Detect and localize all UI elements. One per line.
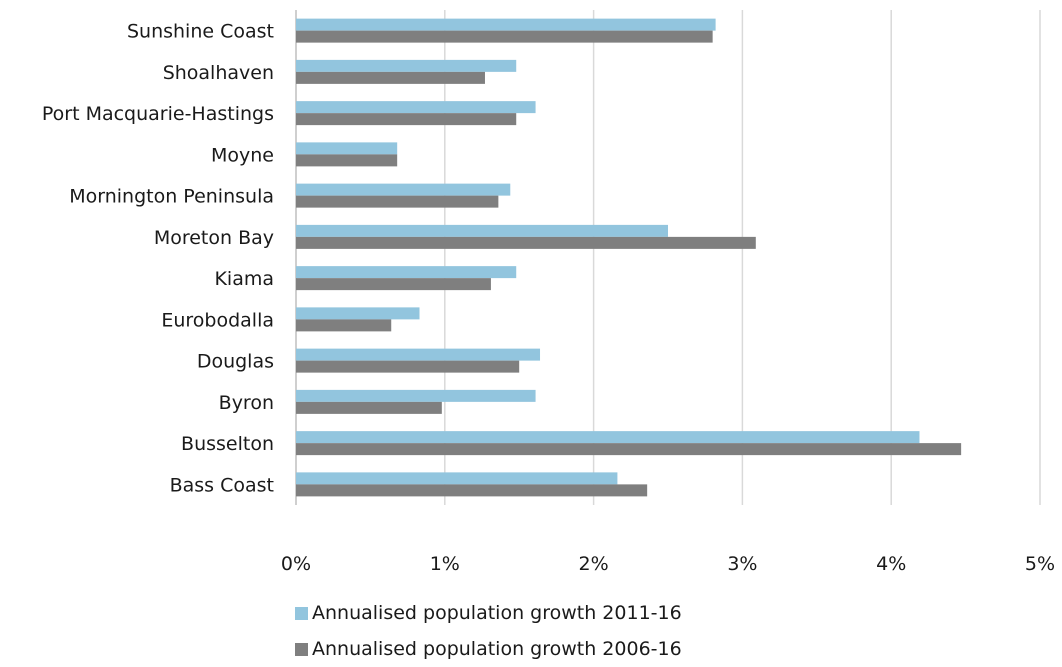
- category-label: Bass Coast: [170, 474, 274, 496]
- bar-2011-16: [296, 142, 398, 155]
- bar-2006-16: [296, 319, 392, 332]
- category-label: Sunshine Coast: [127, 21, 274, 43]
- bar-2006-16: [296, 195, 499, 208]
- category-label: Mornington Peninsula: [69, 186, 274, 208]
- category-label: Douglas: [197, 351, 274, 373]
- bar-2011-16: [296, 101, 536, 114]
- category-label: Eurobodalla: [161, 309, 274, 331]
- bar-2011-16: [296, 431, 920, 444]
- legend-label-2011-16: Annualised population growth 2011-16: [312, 602, 682, 624]
- category-label: Moreton Bay: [154, 227, 274, 249]
- bar-chart: Sunshine Coast Shoalhaven Port Macquarie-H…: [42, 10, 1055, 575]
- x-tick-label: 2%: [579, 553, 609, 575]
- category-label: Port Macquarie-Hastings: [42, 103, 274, 125]
- bar-2011-16: [296, 472, 618, 485]
- bar-2006-16: [296, 154, 398, 167]
- legend-swatch-2011-16: [295, 606, 308, 620]
- bar-2011-16: [296, 389, 536, 402]
- legend-item-2006-16: Annualised population growth 2006-16: [295, 631, 682, 667]
- legend: Annualised population growth 2011-16 Ann…: [295, 595, 682, 667]
- category-label: Byron: [219, 392, 274, 414]
- category-label: Shoalhaven: [163, 62, 274, 84]
- gridlines: [295, 10, 1041, 505]
- legend-item-2011-16: Annualised population growth 2011-16: [295, 595, 682, 631]
- legend-swatch-2006-16: [295, 642, 308, 656]
- bar-2006-16: [296, 360, 520, 373]
- bar-2011-16: [296, 348, 541, 361]
- bar-2011-16: [296, 224, 668, 237]
- legend-label-2006-16: Annualised population growth 2006-16: [312, 638, 682, 660]
- x-tick-label: 5%: [1025, 553, 1055, 575]
- bar-2006-16: [296, 113, 517, 126]
- x-axis-ticks: 0% 1% 2% 3% 4% 5%: [281, 553, 1055, 575]
- bars: [296, 18, 962, 497]
- category-label: Busselton: [181, 433, 274, 455]
- bar-2011-16: [296, 266, 517, 279]
- bar-2006-16: [296, 401, 442, 414]
- bar-2011-16: [296, 183, 511, 196]
- bar-2011-16: [296, 307, 420, 320]
- bar-2006-16: [296, 443, 962, 456]
- bar-2006-16: [296, 30, 713, 43]
- bar-2011-16: [296, 18, 716, 31]
- category-labels: Sunshine Coast Shoalhaven Port Macquarie-H…: [42, 21, 274, 497]
- bar-2006-16: [296, 484, 648, 497]
- x-tick-label: 3%: [727, 553, 757, 575]
- x-tick-label: 1%: [430, 553, 460, 575]
- category-label: Moyne: [211, 144, 274, 166]
- bar-2006-16: [296, 278, 491, 291]
- x-tick-label: 4%: [876, 553, 906, 575]
- bar-2006-16: [296, 236, 756, 249]
- category-label: Kiama: [214, 268, 274, 290]
- x-tick-label: 0%: [281, 553, 311, 575]
- bar-2011-16: [296, 59, 517, 72]
- bar-2006-16: [296, 71, 485, 84]
